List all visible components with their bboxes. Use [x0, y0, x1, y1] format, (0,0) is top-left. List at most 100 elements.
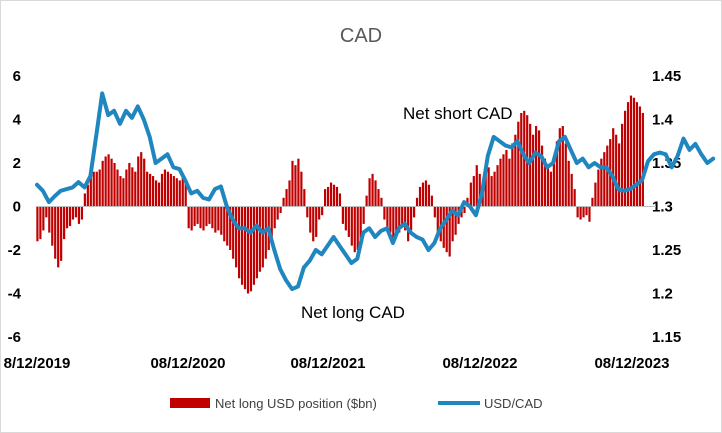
bar-net-long-usd — [285, 189, 288, 207]
bar-net-long-usd — [338, 193, 342, 207]
y-left-tick-label: 4 — [13, 112, 22, 129]
bar-series — [36, 95, 644, 294]
bar-net-long-usd — [229, 206, 232, 250]
bar-net-long-usd — [107, 154, 110, 207]
bar-net-long-usd — [202, 206, 205, 231]
x-tick-label: 08/12/2022 — [442, 355, 517, 372]
bar-net-long-usd — [603, 152, 606, 207]
bar-net-long-usd — [505, 149, 508, 207]
bar-net-long-usd — [549, 171, 553, 207]
bar-net-long-usd — [324, 189, 327, 207]
y-left-tick-label: 0 — [13, 199, 21, 216]
y-left-tick-label: -6 — [8, 329, 21, 346]
bar-net-long-usd — [514, 134, 517, 207]
bar-net-long-usd — [318, 206, 321, 220]
y-right-tick-label: 1.2 — [652, 286, 673, 303]
bar-net-long-usd — [552, 156, 555, 207]
bar-net-long-usd — [243, 206, 247, 290]
bar-net-long-usd — [65, 206, 69, 229]
bar-net-long-usd — [579, 206, 582, 220]
bar-net-long-usd — [48, 206, 51, 233]
bar-net-long-usd — [163, 169, 167, 207]
bar-net-long-usd — [294, 165, 297, 207]
bar-net-long-usd — [546, 167, 550, 207]
bar-net-long-usd — [635, 102, 639, 207]
legend-label-bars: Net long USD position ($bn) — [215, 396, 377, 411]
bar-net-long-usd — [350, 206, 353, 246]
bar-net-long-usd — [412, 206, 416, 218]
bar-net-long-usd — [196, 206, 199, 224]
bar-net-long-usd — [326, 186, 330, 207]
bar-net-long-usd — [83, 193, 86, 207]
bar-net-long-usd — [232, 206, 235, 259]
bar-net-long-usd — [520, 112, 523, 207]
bar-net-long-usd — [54, 206, 57, 259]
bar-net-long-usd — [140, 152, 143, 207]
bar-net-long-usd — [335, 186, 339, 207]
bar-net-long-usd — [270, 206, 273, 240]
bar-net-long-usd — [383, 206, 386, 220]
bar-net-long-usd — [407, 206, 410, 242]
bar-net-long-usd — [246, 206, 250, 294]
bar-net-long-usd — [321, 206, 324, 216]
bar-net-long-usd — [439, 206, 442, 242]
bar-net-long-usd — [154, 180, 158, 207]
bar-net-long-usd — [312, 206, 315, 242]
y-left-tick-label: 6 — [13, 68, 21, 85]
bar-net-long-usd — [110, 158, 113, 207]
x-tick-label: 08/12/2020 — [150, 355, 225, 372]
bar-net-long-usd — [89, 173, 92, 207]
bar-net-long-usd — [297, 158, 300, 207]
bar-net-long-usd — [187, 206, 190, 229]
legend: Net long USD position ($bn) USD/CAD — [170, 396, 543, 411]
bar-net-long-usd — [529, 123, 532, 207]
bar-net-long-usd — [172, 176, 175, 207]
bar-net-long-usd — [623, 110, 627, 207]
bar-net-long-usd — [220, 206, 223, 235]
bar-net-long-usd — [226, 206, 229, 246]
bar-net-long-usd — [255, 206, 258, 279]
bar-net-long-usd — [377, 189, 380, 207]
bar-net-long-usd — [454, 206, 457, 235]
bar-net-long-usd — [567, 160, 570, 207]
bar-net-long-usd — [205, 206, 208, 227]
y-left-tick-label: 2 — [13, 155, 21, 172]
bar-net-long-usd — [451, 206, 454, 242]
bar-net-long-usd — [282, 197, 285, 207]
bar-net-long-usd — [279, 206, 282, 214]
bar-net-long-usd — [92, 171, 95, 207]
bar-net-long-usd — [573, 189, 576, 207]
bar-net-long-usd — [493, 171, 496, 207]
bar-net-long-usd — [632, 97, 636, 207]
bar-net-long-usd — [570, 173, 573, 207]
bar-net-long-usd — [433, 206, 436, 218]
bar-net-long-usd — [543, 158, 547, 207]
bar-net-long-usd — [63, 206, 66, 240]
bar-net-long-usd — [421, 182, 425, 207]
bar-net-long-usd — [184, 180, 187, 207]
bar-net-long-usd — [306, 206, 309, 218]
x-tick-label: 08/12/2023 — [594, 355, 669, 372]
bar-net-long-usd — [60, 206, 63, 261]
bar-net-long-usd — [309, 206, 312, 233]
bar-net-long-usd — [137, 156, 140, 207]
bar-net-long-usd — [594, 182, 597, 207]
bar-net-long-usd — [39, 206, 42, 240]
bar-net-long-usd — [36, 206, 39, 242]
bar-net-long-usd — [597, 169, 600, 207]
bar-net-long-usd — [199, 206, 202, 229]
bar-net-long-usd — [86, 184, 89, 207]
bar-net-long-usd — [214, 206, 217, 233]
bar-net-long-usd — [398, 206, 401, 233]
bar-net-long-usd — [344, 206, 347, 231]
bar-net-long-usd — [374, 180, 377, 207]
bar-net-long-usd — [258, 206, 261, 272]
bar-net-long-usd — [517, 121, 520, 207]
bar-net-long-usd — [490, 176, 493, 207]
bar-net-long-usd — [600, 158, 603, 207]
bar-net-long-usd — [104, 156, 107, 207]
bar-net-long-usd — [315, 206, 318, 237]
legend-label-line: USD/CAD — [484, 396, 543, 411]
bar-net-long-usd — [427, 184, 431, 207]
